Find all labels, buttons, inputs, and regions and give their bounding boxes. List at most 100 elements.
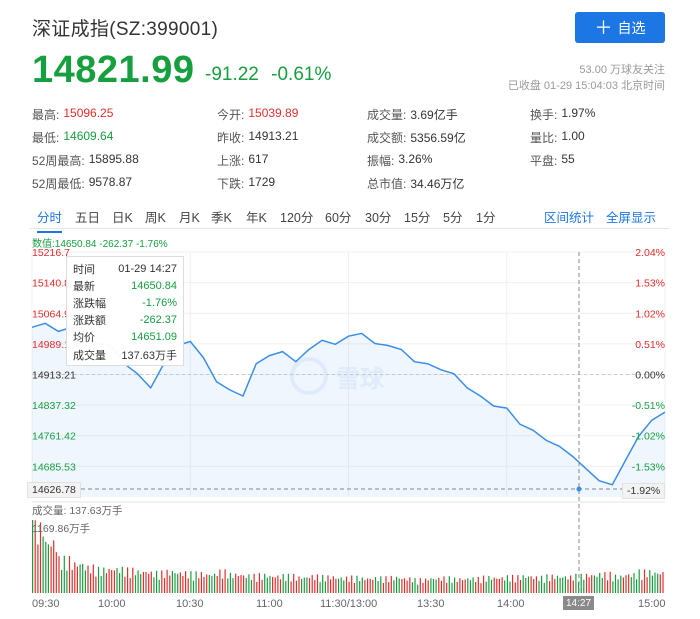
stat-value: 1.00 bbox=[561, 129, 585, 143]
volume-bar bbox=[575, 573, 577, 593]
volume-bar bbox=[403, 578, 406, 593]
volume-bar bbox=[591, 575, 593, 593]
volume-bar bbox=[406, 580, 408, 593]
tooltip-value: 137.63万手 bbox=[121, 349, 177, 362]
volume-bar bbox=[153, 577, 155, 593]
volume-bar bbox=[190, 571, 192, 593]
quote-stats: 最高: 15096.25 今开: 15039.89 成交量: 3.69亿手 换手: 1.97%… bbox=[32, 103, 672, 195]
stat-value: 3.26% bbox=[398, 152, 433, 166]
tab-9[interactable]: 30分 bbox=[365, 211, 392, 225]
stat-label: 平盘: bbox=[530, 154, 558, 168]
volume-bar bbox=[42, 536, 44, 593]
volume-bar bbox=[34, 520, 36, 593]
pct-tick-label: 1.02% bbox=[635, 308, 665, 320]
volume-bar bbox=[337, 578, 340, 593]
pct-tick-label: 0.51% bbox=[635, 339, 665, 351]
watermark-text: 雪球 bbox=[336, 359, 384, 394]
volume-bar bbox=[649, 570, 651, 593]
stat-value: 5356.59亿 bbox=[410, 131, 466, 145]
volume-bar bbox=[438, 577, 440, 593]
volume-bar bbox=[45, 541, 47, 593]
stat-value: 617 bbox=[248, 152, 269, 166]
tooltip-row: 涨跌幅 -1.76% bbox=[73, 294, 177, 311]
volume-bar bbox=[361, 577, 363, 593]
volume-bar bbox=[171, 570, 173, 593]
volume-bar bbox=[243, 575, 245, 593]
volume-bar bbox=[440, 580, 442, 593]
volume-bar bbox=[293, 573, 295, 593]
tooltip-value: -262.37 bbox=[139, 314, 177, 327]
tab-2[interactable]: 日K bbox=[112, 211, 133, 225]
stat-label: 成交量: bbox=[367, 108, 407, 122]
volume-bar bbox=[282, 574, 284, 593]
volume-bar bbox=[443, 576, 445, 593]
volume-bar bbox=[195, 571, 197, 593]
volume-bar bbox=[295, 580, 297, 593]
volume-bar bbox=[348, 581, 350, 593]
crosshair-pct-label: -1.92% bbox=[622, 483, 666, 499]
tab-6[interactable]: 年K bbox=[246, 211, 267, 225]
stat-label: 换手: bbox=[530, 108, 558, 122]
stat-value: 15039.89 bbox=[248, 106, 299, 120]
volume-bar bbox=[311, 575, 313, 593]
volume-bar bbox=[340, 577, 342, 593]
volume-bar bbox=[475, 582, 477, 593]
volume-bar bbox=[567, 579, 569, 593]
stat-value: 34.46万亿 bbox=[410, 177, 465, 191]
tab-4[interactable]: 月K bbox=[179, 211, 200, 225]
tab-7[interactable]: 120分 bbox=[280, 211, 314, 225]
stat-value: 55 bbox=[561, 152, 575, 166]
tab-0[interactable]: 分时 bbox=[37, 207, 63, 233]
volume-bar bbox=[84, 570, 86, 593]
volume-bar bbox=[506, 575, 508, 593]
volume-bar bbox=[382, 583, 384, 593]
volume-bar bbox=[322, 574, 324, 593]
volume-bar bbox=[90, 573, 92, 593]
volume-bar bbox=[369, 578, 371, 593]
stat-label: 52周最高: bbox=[32, 154, 85, 168]
volume-bar bbox=[519, 579, 522, 593]
followers-count: 53.00 万球友关注 bbox=[579, 64, 665, 76]
stat-cell: 成交额: 5356.59亿 bbox=[367, 129, 530, 146]
tab-10[interactable]: 15分 bbox=[404, 211, 431, 225]
volume-bar bbox=[47, 544, 49, 593]
add-to-watchlist-button[interactable]: ＋ 自选 bbox=[575, 12, 665, 43]
tab-11[interactable]: 5分 bbox=[443, 211, 463, 225]
fullscreen-link[interactable]: 全屏显示 bbox=[606, 211, 657, 225]
stat-value: 14913.21 bbox=[248, 129, 299, 143]
volume-bar bbox=[427, 580, 429, 593]
volume-bar bbox=[39, 522, 42, 593]
y-tick-label: 14761.42 bbox=[32, 431, 76, 443]
volume-bar bbox=[638, 569, 640, 593]
volume-bar bbox=[145, 572, 147, 593]
volume-bar bbox=[588, 577, 590, 593]
volume-bar bbox=[599, 572, 601, 593]
volume-bar bbox=[480, 583, 482, 593]
volume-bar bbox=[504, 580, 506, 593]
range-stats-link[interactable]: 区间统计 bbox=[544, 211, 595, 225]
volume-bar bbox=[37, 544, 39, 593]
tab-8[interactable]: 60分 bbox=[325, 211, 352, 225]
stat-cell: 振幅: 3.26% bbox=[367, 152, 530, 169]
volume-bar bbox=[200, 572, 202, 593]
volume-bar bbox=[367, 578, 369, 593]
crosshair-data-line: 数值:14650.84 -262.37 -1.76% bbox=[32, 239, 168, 250]
stat-value: 14609.64 bbox=[63, 129, 114, 143]
stat-label: 振幅: bbox=[367, 154, 395, 168]
tooltip-row: 涨跌额 -262.37 bbox=[73, 312, 177, 329]
volume-bar bbox=[409, 577, 411, 593]
tab-12[interactable]: 1分 bbox=[476, 211, 496, 225]
volume-bar bbox=[121, 566, 123, 593]
volume-bar bbox=[517, 575, 519, 593]
stat-value: 9578.87 bbox=[88, 175, 133, 189]
volume-bar bbox=[129, 578, 131, 593]
volume-bar bbox=[654, 572, 656, 593]
volume-bar bbox=[208, 575, 210, 593]
tab-3[interactable]: 周K bbox=[145, 211, 166, 225]
volume-bar bbox=[459, 578, 461, 593]
tab-1[interactable]: 五日 bbox=[75, 211, 101, 225]
volume-bar bbox=[446, 582, 448, 593]
volume-bar bbox=[364, 580, 366, 593]
tab-5[interactable]: 季K bbox=[211, 211, 232, 225]
